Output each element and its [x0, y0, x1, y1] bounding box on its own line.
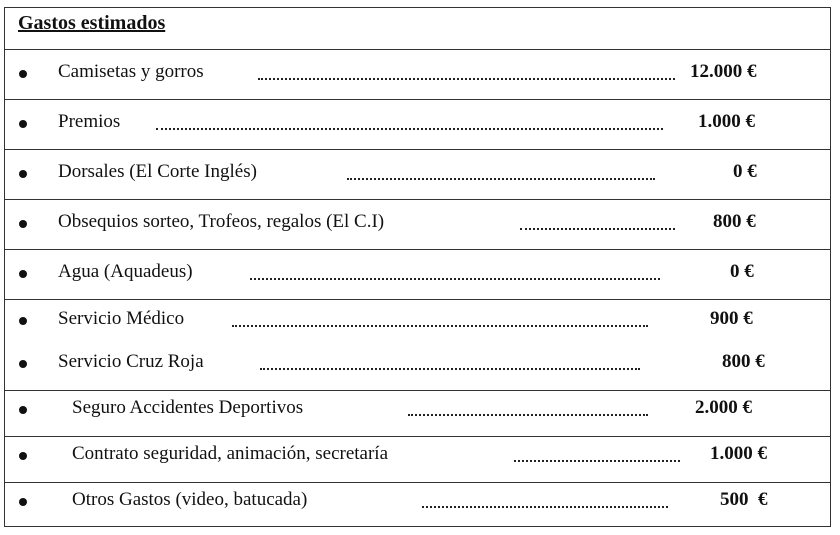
expense-amount: 0 € — [733, 161, 757, 182]
dot-leader — [260, 368, 640, 370]
bullet-icon — [19, 406, 27, 414]
bullet-icon — [19, 360, 27, 368]
expense-row: Dorsales (El Corte Inglés) 0 € — [0, 161, 840, 185]
expense-label: Otros Gastos (video, batucada) — [72, 489, 308, 510]
dot-leader — [408, 414, 648, 416]
expense-label: Agua (Aquadeus) — [58, 261, 193, 282]
dot-leader — [232, 325, 648, 327]
expense-row: Premios 1.000 € — [0, 111, 840, 135]
bullet-icon — [19, 498, 27, 506]
expense-label: Contrato seguridad, animación, secretarí… — [72, 443, 389, 464]
expense-label: Seguro Accidentes Deportivos — [72, 397, 304, 418]
expense-row: Agua (Aquadeus) 0 € — [0, 261, 840, 285]
expense-label: Dorsales (El Corte Inglés) — [58, 161, 257, 182]
expense-label: Servicio Cruz Roja — [58, 351, 204, 372]
expense-label: Premios — [58, 111, 121, 132]
dot-leader — [258, 78, 675, 80]
expense-label: Camisetas y gorros — [58, 61, 204, 82]
expense-amount: 1.000 € — [710, 443, 767, 464]
expense-row: Contrato seguridad, animación, secretarí… — [0, 443, 840, 467]
bullet-icon — [19, 170, 27, 178]
row-divider — [4, 49, 831, 50]
dot-leader — [156, 128, 663, 130]
expense-amount: 2.000 € — [695, 397, 752, 418]
bullet-icon — [19, 317, 27, 325]
expense-amount: 500 € — [720, 489, 768, 510]
expense-amount: 800 € — [713, 211, 756, 232]
row-divider — [4, 390, 831, 391]
row-divider — [4, 99, 831, 100]
expense-row: Servicio Médico 900 € — [0, 308, 840, 332]
expense-amount: 12.000 € — [690, 61, 757, 82]
bullet-icon — [19, 70, 27, 78]
expense-row: Seguro Accidentes Deportivos 2.000 € — [0, 397, 840, 421]
row-divider — [4, 482, 831, 483]
expense-label: Obsequios sorteo, Trofeos, regalos (El C… — [58, 211, 385, 232]
dot-leader — [347, 178, 655, 180]
dot-leader — [422, 506, 668, 508]
bullet-icon — [19, 270, 27, 278]
expense-row: Servicio Cruz Roja 800 € — [0, 351, 840, 375]
expense-amount: 900 € — [710, 308, 753, 329]
row-divider — [4, 249, 831, 250]
expense-label: Servicio Médico — [58, 308, 185, 329]
row-divider — [4, 299, 831, 300]
dot-leader — [520, 228, 675, 230]
expenses-table — [4, 7, 831, 527]
row-divider — [4, 149, 831, 150]
section-title: Gastos estimados — [18, 12, 166, 34]
expense-amount: 0 € — [730, 261, 754, 282]
expense-row: Otros Gastos (video, batucada) 500 € — [0, 489, 840, 513]
dot-leader — [250, 278, 660, 280]
expense-amount: 800 € — [722, 351, 765, 372]
expense-row: Camisetas y gorros 12.000 € — [0, 61, 840, 85]
row-divider — [4, 199, 831, 200]
bullet-icon — [19, 120, 27, 128]
expense-row: Obsequios sorteo, Trofeos, regalos (El C… — [0, 211, 840, 235]
row-divider — [4, 436, 831, 437]
dot-leader — [514, 460, 680, 462]
bullet-icon — [19, 220, 27, 228]
expense-amount: 1.000 € — [698, 111, 755, 132]
bullet-icon — [19, 452, 27, 460]
